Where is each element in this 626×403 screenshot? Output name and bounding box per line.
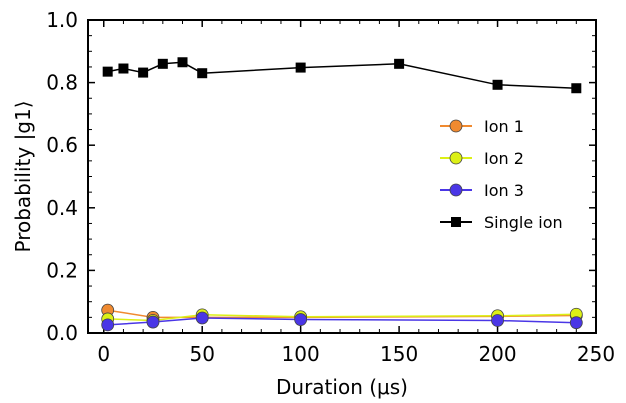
data-point-ion-3 xyxy=(491,314,504,327)
data-point-single-ion xyxy=(492,79,503,90)
legend-marker xyxy=(449,183,463,197)
data-point-single-ion xyxy=(118,63,129,74)
data-point-single-ion xyxy=(138,67,149,78)
data-point-single-ion xyxy=(102,66,113,77)
legend-item-ion-3: Ion 3 xyxy=(440,181,524,200)
legend-item-ion-2: Ion 2 xyxy=(440,149,524,168)
x-tick-label: 50 xyxy=(189,342,214,366)
y-tick-label: 0.8 xyxy=(46,71,78,95)
data-point-single-ion xyxy=(177,57,188,68)
data-point-ion-3 xyxy=(146,315,160,329)
series-line-single-ion xyxy=(107,61,577,89)
series-line-ion-2 xyxy=(107,313,577,322)
legend-label: Single ion xyxy=(484,213,563,232)
ticks-layer: 0 50 100 150 200 250 0.0 0.2 0.4 0.6 0.8 1.0 xyxy=(46,8,615,366)
data-point-ion-3 xyxy=(569,316,583,330)
legend-marker xyxy=(451,217,461,227)
series-ion-3 xyxy=(101,311,583,332)
y-tick-label: 0.4 xyxy=(46,196,78,220)
x-tick-label: 150 xyxy=(380,342,418,366)
legend: Ion 1 Ion 2 Ion 3 Single ion xyxy=(440,117,563,232)
data-point-ion-3 xyxy=(195,311,209,325)
y-axis-title: Probability |g1⟩ xyxy=(11,100,35,252)
data-point-single-ion xyxy=(295,62,306,73)
data-point-single-ion xyxy=(571,83,582,94)
legend-item-single-ion: Single ion xyxy=(440,213,563,232)
y-tick-label: 0.2 xyxy=(46,258,78,282)
data-point-ion-3 xyxy=(101,318,115,332)
legend-marker xyxy=(449,151,463,165)
data-point-single-ion xyxy=(157,58,168,69)
x-tick-label: 200 xyxy=(478,342,516,366)
x-tick-label: 0 xyxy=(97,342,110,366)
legend-item-ion-1: Ion 1 xyxy=(440,117,524,136)
data-point-single-ion xyxy=(197,68,208,79)
y-tick-label: 1.0 xyxy=(46,8,78,32)
legend-label: Ion 3 xyxy=(484,181,524,200)
series-single-ion xyxy=(102,57,582,94)
y-tick-label: 0.6 xyxy=(46,133,78,157)
series-line-ion-3 xyxy=(107,317,577,326)
x-axis-title: Duration (μs) xyxy=(276,375,408,399)
series-layer xyxy=(101,57,583,332)
data-point-ion-3 xyxy=(294,313,308,326)
x-tick-label: 100 xyxy=(282,342,320,366)
legend-label: Ion 1 xyxy=(484,117,524,136)
legend-marker xyxy=(449,119,463,133)
plot-frame xyxy=(87,19,597,334)
legend-label: Ion 2 xyxy=(484,149,524,168)
y-tick-label: 0.0 xyxy=(46,321,78,345)
x-tick-label: 250 xyxy=(577,342,615,366)
data-point-single-ion xyxy=(394,58,405,69)
